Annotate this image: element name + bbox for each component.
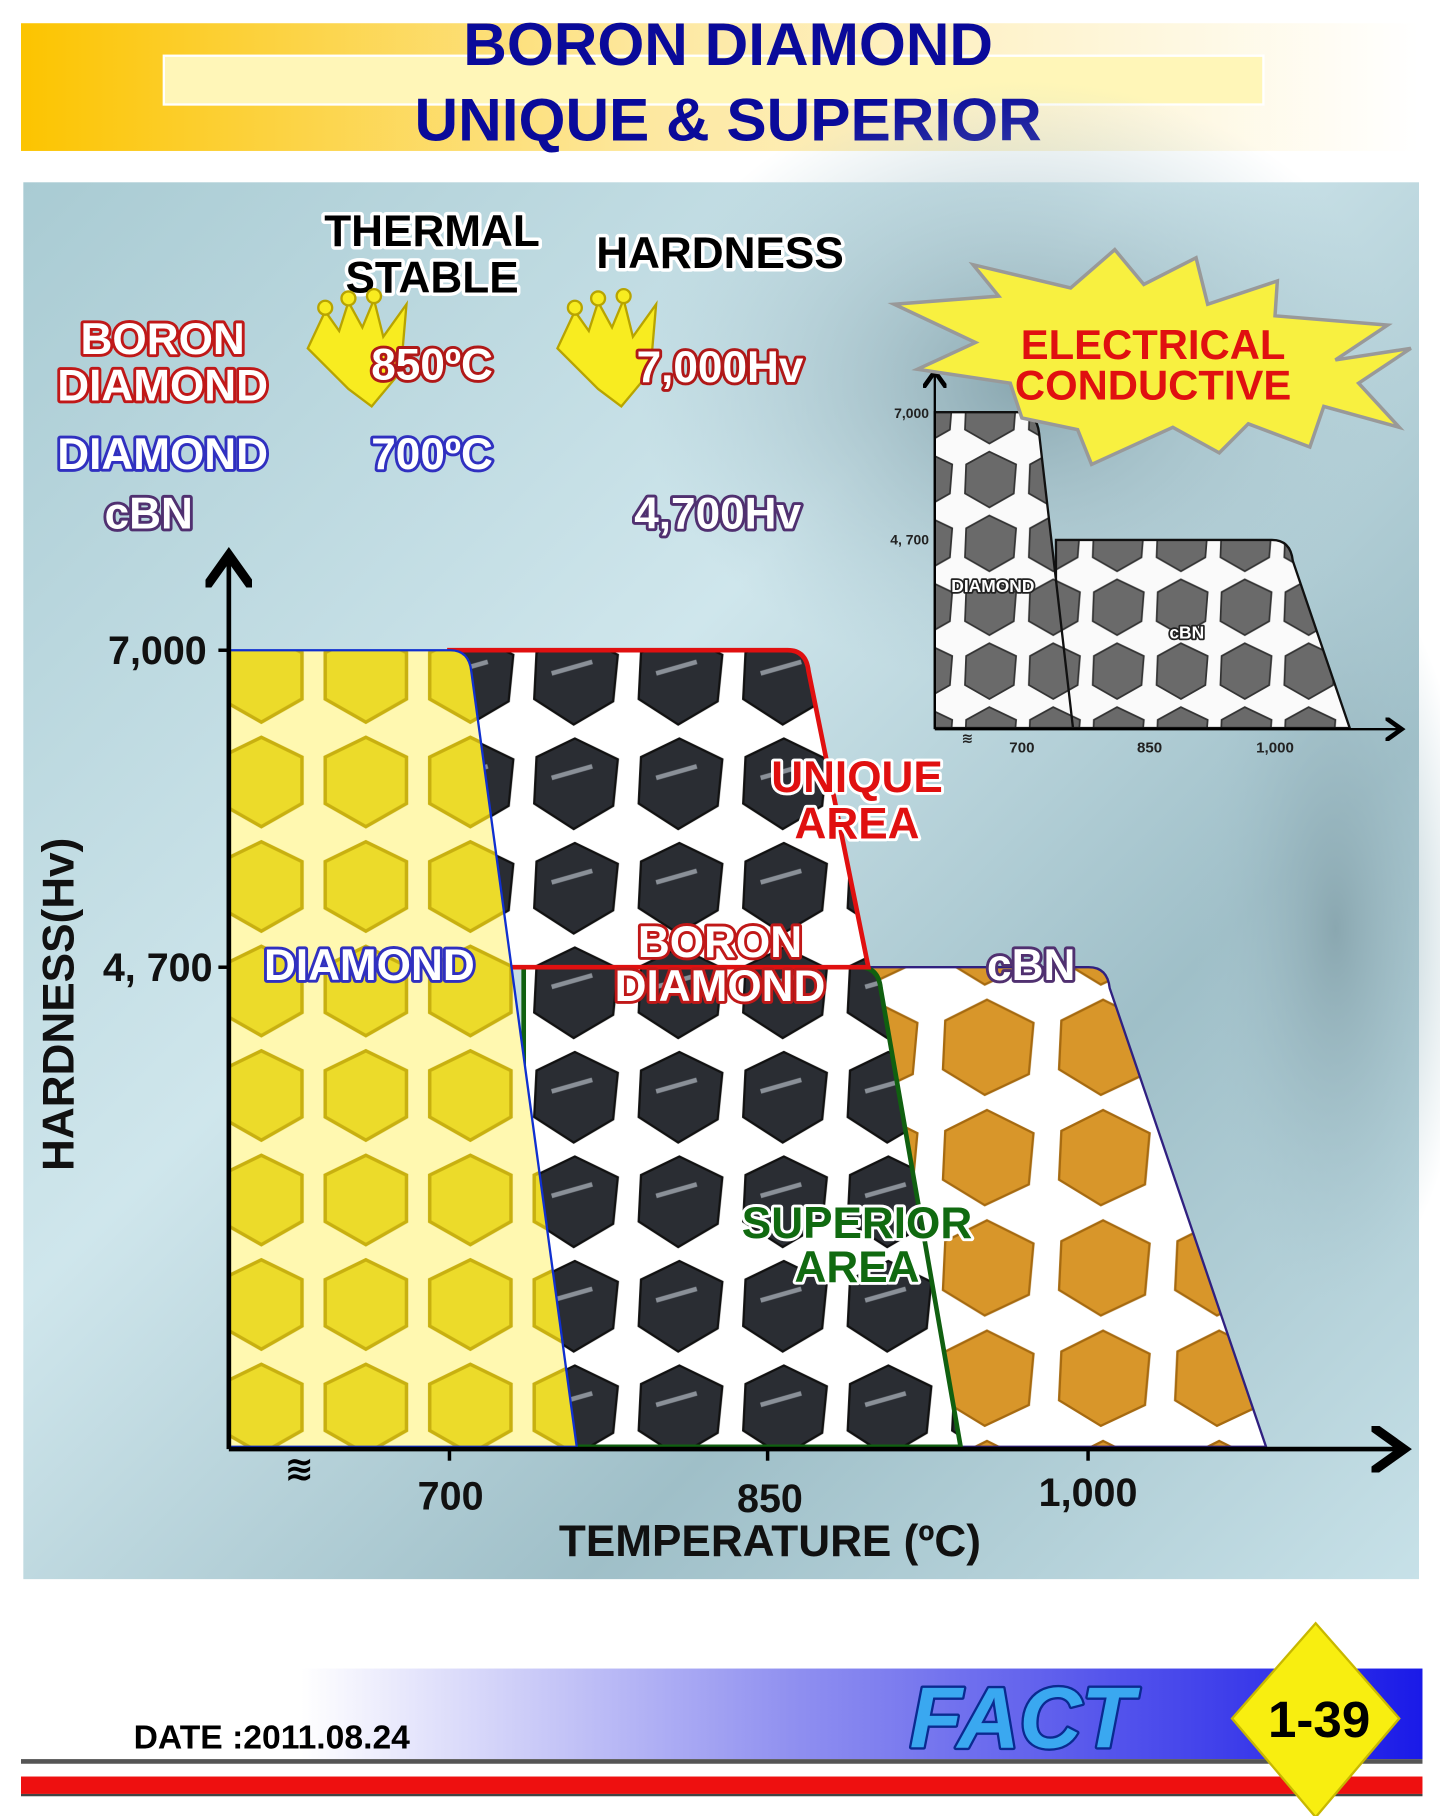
crown-icon [306, 287, 409, 408]
x-axis-label: TEMPERATURE (ºC) [559, 1517, 981, 1566]
label-boron-1: BORON [638, 918, 802, 967]
row-boron-hardness: 7,000Hv [637, 343, 804, 392]
ytick-7000: 7,000 [108, 629, 207, 673]
row-cbn-name: cBN [105, 489, 193, 538]
inset-xtick-850: 850 [1137, 739, 1162, 756]
inset-label-cbn: cBN [1169, 623, 1204, 643]
inset-ytick-7000: 7,000 [894, 405, 929, 421]
label-unique-2: AREA [795, 799, 920, 848]
row-cbn-hardness: 4,700Hv [634, 489, 801, 538]
row-diamond-thermal: 700ºC [371, 430, 493, 479]
row-boron-thermal: 850ºC [371, 341, 493, 390]
badge-line-2: CONDUCTIVE [1015, 361, 1291, 408]
row-boron-name-1: BORON [81, 315, 245, 364]
comparison-table: THERMAL STABLE HARDNESS BORON DIAMOND 85… [54, 204, 847, 542]
main-chart: ≋ 7,000 4, 700 700 850 1,000 TEMPERATURE… [34, 560, 1399, 1566]
footer-date: DATE :2011.08.24 [134, 1720, 411, 1757]
inset-region-cbn [1054, 538, 1352, 730]
footer: DATE :2011.08.24 FACT 1-39 [21, 1621, 1423, 1816]
inset-axis-break: ≋ [962, 730, 974, 746]
badge-line-1: ELECTRICAL [1021, 321, 1286, 368]
row-boron-name-2: DIAMOND [57, 362, 268, 411]
label-unique-1: UNIQUE [771, 753, 943, 802]
footer-brand: FACT [910, 1670, 1141, 1766]
inset-xtick-1000: 1,000 [1256, 739, 1294, 756]
xtick-850: 850 [737, 1477, 803, 1521]
label-superior-1: SUPERIOR [742, 1199, 972, 1248]
xtick-1000: 1,000 [1039, 1471, 1138, 1515]
row-diamond-name: DIAMOND [57, 430, 268, 479]
label-superior-2: AREA [795, 1243, 920, 1292]
col-thermal-line1: THERMAL [324, 207, 540, 256]
title-line-1: BORON DIAMOND [463, 10, 993, 78]
starburst-icon [887, 247, 1412, 467]
col-hardness: HARDNESS [596, 229, 844, 278]
inset-label-diamond: DIAMOND [951, 576, 1034, 596]
inset-chart: 7,000 4, 700 700 850 1,000 ≋ DIAMOND cBN [890, 374, 1399, 756]
inset-ytick-4700: 4, 700 [890, 532, 929, 548]
xtick-700: 700 [418, 1474, 484, 1518]
label-diamond: DIAMOND [264, 941, 475, 990]
axis-break-icon: ≋ [285, 1449, 314, 1488]
region-unique-area [447, 647, 872, 970]
inset-xtick-700: 700 [1009, 739, 1034, 756]
label-cbn: cBN [987, 941, 1075, 990]
page-badge [1230, 1621, 1401, 1816]
page-number: 1-39 [1268, 1691, 1370, 1748]
region-diamond [227, 649, 579, 1448]
y-axis-label: HARDNESS(Hv) [34, 838, 83, 1171]
ytick-4700: 4, 700 [103, 946, 213, 990]
crown-icon [556, 287, 658, 408]
label-boron-2: DIAMOND [615, 962, 826, 1011]
electrical-conductive-badge: ELECTRICAL CONDUCTIVE [887, 247, 1412, 467]
